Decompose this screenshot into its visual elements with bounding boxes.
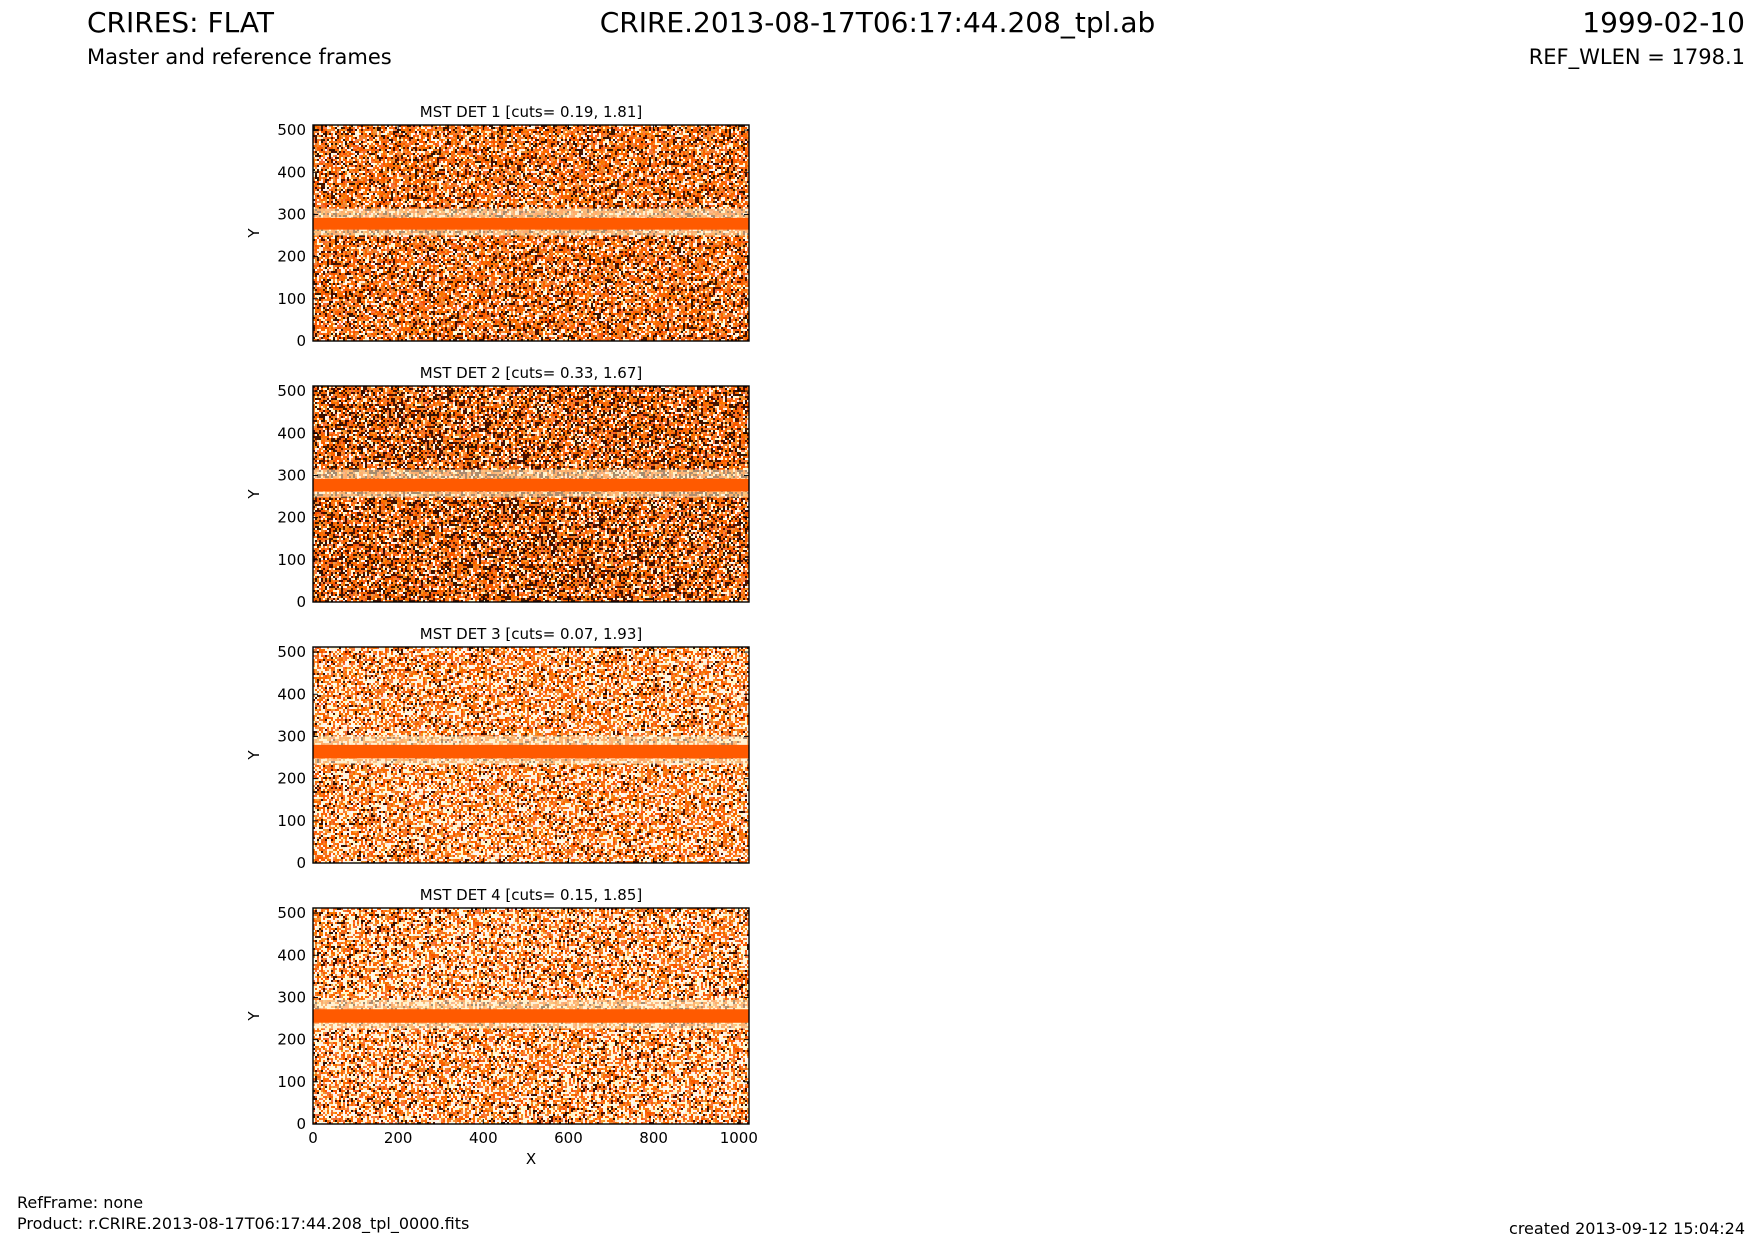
date-title: 1999-02-10 <box>1582 6 1745 39</box>
order-band <box>313 1009 749 1023</box>
y-axis-label: Y <box>245 228 263 239</box>
y-axis-label: Y <box>245 1011 263 1022</box>
detector-panel-1: MST DET 1 [cuts= 0.19, 1.81] 0 100 200 300 40… <box>245 103 750 350</box>
y-tick-label: 500 <box>277 643 306 661</box>
page-subtitle: Master and reference frames <box>87 45 392 69</box>
y-tick-label: 0 <box>296 332 306 350</box>
detector-panel-2: MST DET 2 [cuts= 0.33, 1.67] 0 100 200 300 40… <box>245 364 750 611</box>
y-tick-label: 200 <box>277 248 306 266</box>
x-tick-label: 600 <box>554 1129 583 1147</box>
panel-title: MST DET 4 [cuts= 0.15, 1.85] <box>420 886 643 904</box>
y-tick-label: 500 <box>277 121 306 139</box>
product-label: Product: r.CRIRE.2013-08-17T06:17:44.208… <box>17 1214 470 1233</box>
y-tick-label: 100 <box>277 1073 306 1091</box>
created-timestamp: created 2013-09-12 15:04:24 <box>1509 1219 1745 1238</box>
y-tick-label: 400 <box>277 685 306 703</box>
y-tick-label: 100 <box>277 290 306 308</box>
x-tick-label: 200 <box>384 1129 413 1147</box>
order-band <box>313 217 749 230</box>
detector-panel-3: MST DET 3 [cuts= 0.07, 1.93] 0 100 200 300 40… <box>245 625 750 872</box>
y-tick-label: 200 <box>277 770 306 788</box>
y-tick-label: 300 <box>277 205 306 223</box>
x-tick-label: 1000 <box>720 1129 758 1147</box>
detector-panel-4: MST DET 4 [cuts= 0.15, 1.85] 0 100 200 300 40… <box>245 886 758 1168</box>
y-tick-label: 200 <box>277 1031 306 1049</box>
y-tick-label: 500 <box>277 382 306 400</box>
panel-frame <box>312 385 750 603</box>
y-tick-label: 100 <box>277 812 306 830</box>
panel-title: MST DET 2 [cuts= 0.33, 1.67] <box>420 364 643 382</box>
panel-frame <box>312 646 750 864</box>
y-tick-label: 500 <box>277 904 306 922</box>
panel-frame <box>312 124 750 342</box>
y-tick-label: 400 <box>277 163 306 181</box>
panel-title: MST DET 1 [cuts= 0.19, 1.81] <box>420 103 643 121</box>
x-axis-label: X <box>526 1150 536 1168</box>
y-axis-label: Y <box>245 750 263 761</box>
y-tick-label: 300 <box>277 727 306 745</box>
y-tick-label: 300 <box>277 466 306 484</box>
y-tick-label: 200 <box>277 509 306 527</box>
x-tick-label: 800 <box>639 1129 668 1147</box>
panel-title: MST DET 3 [cuts= 0.07, 1.93] <box>420 625 643 643</box>
y-tick-label: 400 <box>277 946 306 964</box>
page-title: CRIRES: FLAT <box>87 6 274 39</box>
y-tick-label: 0 <box>296 1115 306 1133</box>
x-tick-label: 0 <box>308 1129 318 1147</box>
ref-frame-label: RefFrame: none <box>17 1193 144 1212</box>
order-band <box>313 744 749 759</box>
x-tick-label: 400 <box>469 1129 498 1147</box>
y-tick-label: 300 <box>277 988 306 1006</box>
order-band <box>313 478 749 492</box>
file-name-title: CRIRE.2013-08-17T06:17:44.208_tpl.ab <box>599 6 1156 39</box>
ref-wlen-label: REF_WLEN = 1798.1 <box>1528 45 1745 69</box>
y-tick-label: 400 <box>277 424 306 442</box>
y-tick-label: 0 <box>296 854 306 872</box>
y-tick-label: 100 <box>277 551 306 569</box>
y-axis-label: Y <box>245 489 263 500</box>
panel-frame <box>312 907 750 1125</box>
y-tick-label: 0 <box>296 593 306 611</box>
